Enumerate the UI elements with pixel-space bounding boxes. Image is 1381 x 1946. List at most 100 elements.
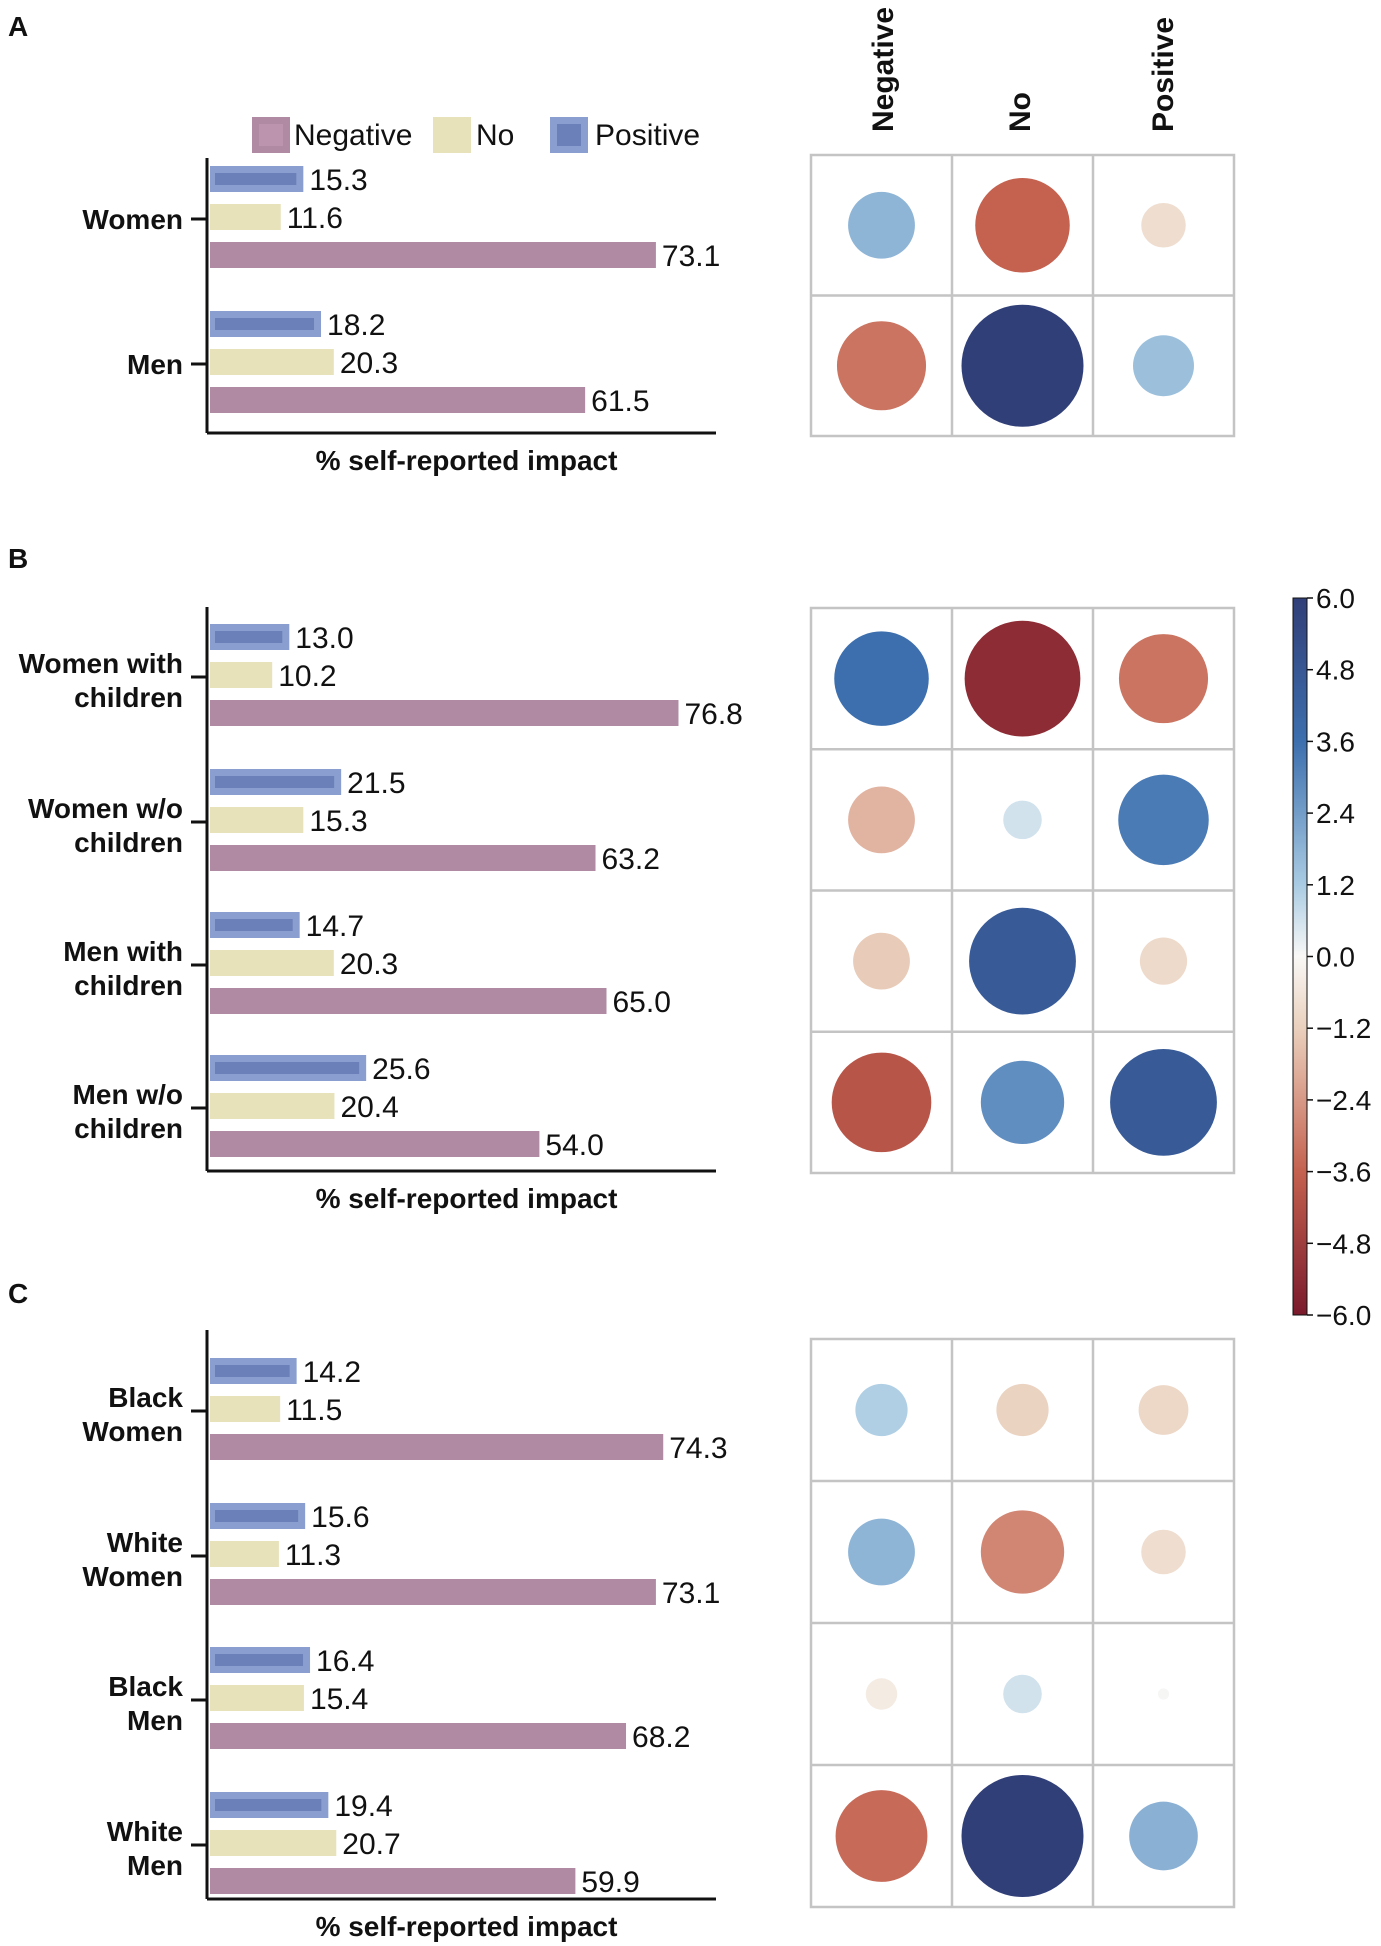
residual-circle xyxy=(848,191,915,259)
panel-label-a: A xyxy=(8,11,28,42)
category-label: Black Men xyxy=(108,1671,183,1736)
category-label: Women with children xyxy=(19,648,183,713)
data-label-negative: 73.1 xyxy=(662,1577,720,1610)
data-label-negative: 59.9 xyxy=(581,1866,639,1899)
category-label-line: children xyxy=(74,682,183,713)
colorbar-tick-label: −1.2 xyxy=(1316,1013,1371,1044)
residual-circle xyxy=(1110,1048,1217,1156)
bar-positive-inner xyxy=(215,173,297,185)
category-label-line: White xyxy=(107,1816,183,1847)
bar-no xyxy=(210,950,334,976)
heatmap-column-label-negative: Negative xyxy=(867,7,900,132)
data-label-negative: 54.0 xyxy=(545,1129,603,1162)
data-label-negative: 63.2 xyxy=(602,843,660,876)
data-label-no: 20.3 xyxy=(340,948,398,981)
bar-no xyxy=(210,1541,279,1567)
legend-label-positive: Positive xyxy=(595,119,700,152)
panel-a: % self-reported impact Women 15.3 11.6 73.1 M… xyxy=(82,153,1236,476)
category-label: White Men xyxy=(107,1816,183,1881)
colorbar-tick-label: 0.0 xyxy=(1316,942,1355,973)
legend-swatch-positive-inner xyxy=(557,124,581,146)
colorbar-tick-label: −3.6 xyxy=(1316,1157,1371,1188)
residual-heatmap xyxy=(809,606,1236,1175)
residual-circle xyxy=(1003,800,1042,840)
x-axis-title: % self-reported impact xyxy=(316,1911,618,1942)
plots: % self-reported impact Women 15.3 11.6 73.1 M… xyxy=(19,153,1236,1942)
data-label-negative: 74.3 xyxy=(669,1432,727,1465)
bar-positive-inner xyxy=(215,318,315,330)
category-label-line: Women with xyxy=(19,648,183,679)
data-label-no: 20.4 xyxy=(340,1091,398,1124)
residual-circle xyxy=(1133,335,1194,397)
category-label: Women w/o children xyxy=(28,793,183,858)
bar-negative xyxy=(210,1579,656,1605)
data-label-positive: 15.6 xyxy=(311,1501,369,1534)
residual-circle xyxy=(1003,1674,1042,1714)
residual-circle xyxy=(980,1060,1065,1145)
bar-no xyxy=(210,662,273,688)
residual-circle xyxy=(1118,634,1209,724)
category-label: Women xyxy=(82,204,183,235)
residual-circle xyxy=(969,907,1076,1015)
colorbar-tick-label: 1.2 xyxy=(1316,870,1355,901)
data-label-negative: 61.5 xyxy=(591,385,649,418)
heatmap-column-label-no: No xyxy=(1004,92,1037,132)
data-label-negative: 65.0 xyxy=(613,986,671,1019)
category-label-line: White xyxy=(107,1527,183,1558)
data-label-positive: 25.6 xyxy=(372,1053,430,1086)
colorbar-tick-label: −4.8 xyxy=(1316,1228,1371,1259)
category-label-line: Men xyxy=(127,1850,183,1881)
x-axis-title: % self-reported impact xyxy=(316,445,618,476)
residual-circle xyxy=(1157,1688,1170,1700)
data-label-no: 10.2 xyxy=(278,660,336,693)
category-label-line: children xyxy=(74,1113,183,1144)
data-label-positive: 14.7 xyxy=(306,910,364,943)
bar-positive-inner xyxy=(215,1062,360,1074)
bar-no xyxy=(210,1093,335,1119)
category-label-line: children xyxy=(74,827,183,858)
panel-label-b: B xyxy=(8,543,28,574)
category-label-line: Men with xyxy=(63,936,183,967)
data-label-negative: 76.8 xyxy=(684,698,742,731)
data-label-positive: 14.2 xyxy=(303,1356,361,1389)
colorbar-tick-label: 4.8 xyxy=(1316,655,1355,686)
bar-negative xyxy=(210,242,656,268)
data-label-negative: 73.1 xyxy=(662,240,720,273)
bar-positive-inner xyxy=(215,776,335,788)
data-label-positive: 16.4 xyxy=(316,1645,374,1678)
category-label-line: Women w/o xyxy=(28,793,183,824)
bar-negative xyxy=(210,988,607,1014)
category-label: White Women xyxy=(82,1527,183,1592)
legend-swatch-no xyxy=(433,117,471,153)
bar-negative xyxy=(210,1131,540,1157)
bar-no xyxy=(210,204,281,230)
category-label-line: Men xyxy=(127,1705,183,1736)
residual-circle xyxy=(1118,774,1209,866)
colorbar: 6.0 4.8 3.6 2.4 1.2 0.0 −1.2 −2.4 −3.6 −4.8 −6.0 xyxy=(1292,583,1371,1331)
bar-no xyxy=(210,349,334,375)
category-label-line: children xyxy=(74,970,183,1001)
colorbar-tick-label: 2.4 xyxy=(1316,798,1355,829)
bar-positive-inner xyxy=(215,631,283,643)
residual-circle xyxy=(855,1383,908,1437)
residual-circle xyxy=(964,620,1081,737)
residual-circle xyxy=(980,1510,1065,1594)
bar-no xyxy=(210,1685,304,1711)
residual-circle xyxy=(1139,937,1188,985)
residual-circle xyxy=(865,1678,898,1710)
residual-circle xyxy=(961,304,1084,427)
category-label: Men xyxy=(127,349,183,380)
panel-label-c: C xyxy=(8,1278,28,1309)
category-label-line: Men w/o xyxy=(73,1079,183,1110)
residual-circle xyxy=(996,1383,1049,1437)
data-label-no: 15.4 xyxy=(310,1683,368,1716)
residual-heatmap xyxy=(809,1337,1236,1909)
residual-heatmap xyxy=(809,153,1236,438)
residual-circle xyxy=(975,177,1070,273)
x-axis-title: % self-reported impact xyxy=(316,1183,618,1214)
bar-no xyxy=(210,1396,281,1422)
bar-positive-inner xyxy=(215,1654,304,1666)
category-label: Men with children xyxy=(63,936,183,1001)
bar-negative xyxy=(210,1868,576,1894)
